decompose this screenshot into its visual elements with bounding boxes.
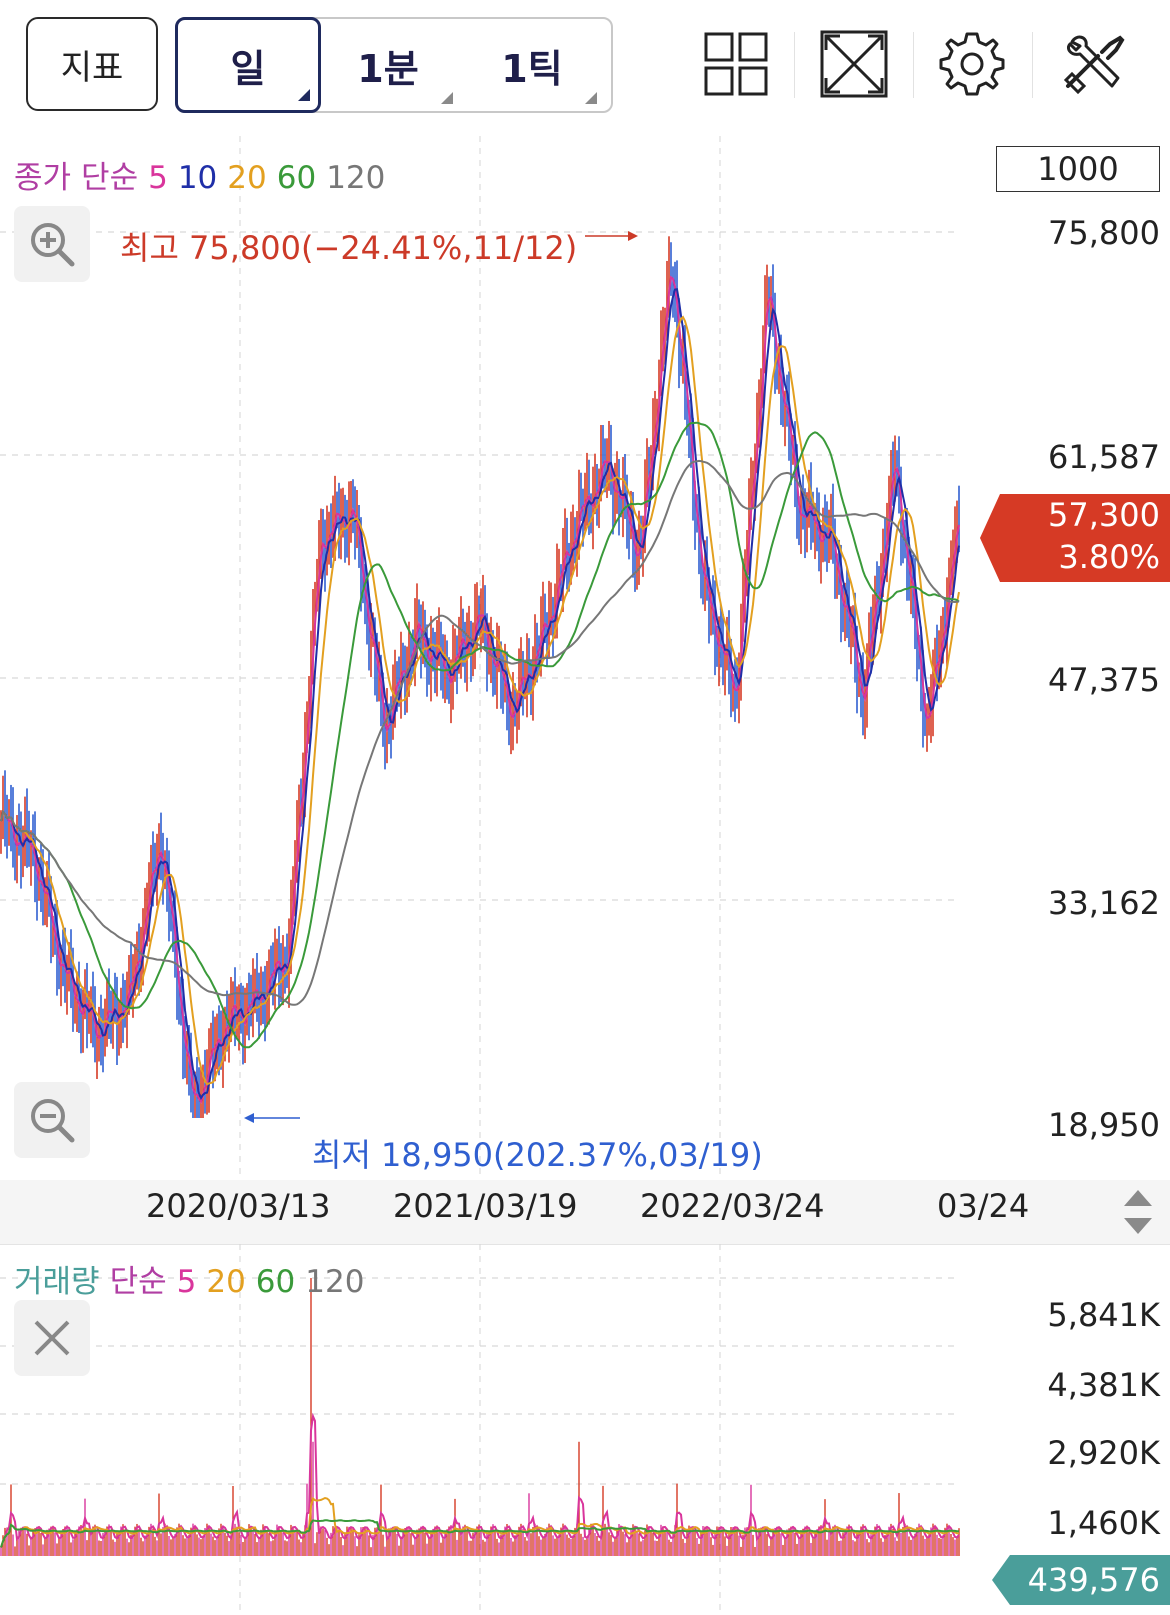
volume-axis-label: 5,841K bbox=[1047, 1296, 1160, 1334]
toolbar-divider bbox=[1032, 32, 1033, 98]
tools-icon[interactable] bbox=[1058, 28, 1130, 100]
legend-ma120: 120 bbox=[326, 160, 386, 196]
ma-line-20 bbox=[0, 315, 960, 1086]
high-low-markers bbox=[244, 231, 638, 1123]
volume-legend-ma-type: 단순 bbox=[109, 1264, 167, 1300]
chart-toolbar: 지표 일 1분 1틱 bbox=[0, 0, 1170, 136]
volume-grid bbox=[0, 1244, 960, 1614]
price-axis-label: 47,375 bbox=[1048, 661, 1160, 699]
settings-gear-icon[interactable] bbox=[936, 28, 1008, 100]
current-volume-tag: 439,576 bbox=[992, 1555, 1170, 1605]
moving-average-lines bbox=[0, 275, 960, 1105]
period-selector: 일 1분 1틱 bbox=[175, 17, 613, 113]
current-price: 57,300 bbox=[1048, 496, 1160, 534]
volume-bars bbox=[0, 1278, 960, 1556]
high-price-marker: 최고 75,800(−24.41%,11/12) bbox=[120, 229, 578, 267]
volume-ma-line-60 bbox=[0, 1519, 960, 1548]
ma-line-5 bbox=[0, 275, 960, 1105]
legend-ma5: 5 bbox=[148, 160, 168, 196]
time-axis-label: 2020/03/13 bbox=[146, 1187, 331, 1225]
legend-price-type: 종가 bbox=[14, 160, 72, 196]
period-daily-label: 일 bbox=[230, 46, 266, 91]
close-volume-button[interactable] bbox=[14, 1300, 90, 1376]
high-arrow-head bbox=[628, 231, 638, 241]
indicator-button[interactable]: 지표 bbox=[26, 17, 158, 111]
volume-legend-ma120: 120 bbox=[305, 1264, 365, 1300]
price-axis-label: 75,800 bbox=[1048, 214, 1160, 252]
volume-legend-ma60: 60 bbox=[255, 1264, 296, 1300]
period-tick-label: 1틱 bbox=[501, 46, 563, 91]
toolbar-divider bbox=[794, 32, 795, 98]
dropdown-corner-icon bbox=[585, 92, 597, 104]
legend-ma60: 60 bbox=[276, 160, 317, 196]
time-axis-label: 03/24 bbox=[937, 1187, 1030, 1225]
volume-legend-title: 거래량 bbox=[14, 1264, 100, 1300]
zoom-in-icon bbox=[31, 223, 75, 267]
layout-grid-icon[interactable] bbox=[700, 28, 772, 100]
ma-line-120 bbox=[0, 459, 960, 1006]
fullscreen-icon[interactable] bbox=[818, 28, 890, 100]
dropdown-corner-icon bbox=[298, 89, 310, 101]
price-legend: 종가 단순 5 10 20 60 120 bbox=[14, 152, 395, 197]
period-minute-button[interactable]: 1분 bbox=[315, 17, 461, 113]
volume-legend-ma5: 5 bbox=[176, 1264, 197, 1300]
volume-legend: 거래량 단순 5 20 60 120 bbox=[14, 1256, 374, 1301]
price-chart-panel[interactable] bbox=[0, 136, 1170, 1180]
current-price-tag: 57,300 3.80% bbox=[980, 494, 1170, 582]
volume-ma-line-5 bbox=[0, 1412, 960, 1548]
panel-resize-icon[interactable] bbox=[1118, 1186, 1158, 1238]
period-tick-button[interactable]: 1틱 bbox=[459, 17, 605, 113]
price-grid bbox=[0, 136, 960, 1180]
volume-axis-label: 4,381K bbox=[1047, 1366, 1160, 1404]
dropdown-corner-icon bbox=[441, 92, 453, 104]
volume-ma-lines bbox=[0, 1412, 960, 1548]
data-count-box[interactable]: 1000 bbox=[996, 146, 1160, 192]
current-change: 3.80% bbox=[1058, 538, 1160, 576]
volume-chart-canvas[interactable] bbox=[0, 1244, 1170, 1614]
low-arrow-head bbox=[244, 1113, 254, 1123]
price-axis-background bbox=[988, 136, 1170, 1180]
ma-line-60 bbox=[0, 421, 960, 1049]
volume-axis-label: 1,460K bbox=[1047, 1504, 1160, 1542]
zoom-out-icon bbox=[31, 1099, 75, 1143]
low-price-marker: 최저 18,950(202.37%,03/19) bbox=[312, 1136, 763, 1174]
time-axis[interactable] bbox=[0, 1180, 1170, 1244]
price-chart-canvas[interactable] bbox=[0, 136, 1170, 1180]
price-axis-label: 61,587 bbox=[1048, 438, 1160, 476]
time-axis-label: 2021/03/19 bbox=[393, 1187, 578, 1225]
price-axis-label: 18,950 bbox=[1048, 1106, 1160, 1144]
period-minute-label: 1분 bbox=[357, 46, 419, 91]
legend-ma-type: 단순 bbox=[81, 160, 139, 196]
toolbar-divider bbox=[913, 32, 914, 98]
zoom-out-button[interactable] bbox=[14, 1082, 90, 1158]
zoom-in-button[interactable] bbox=[14, 206, 90, 282]
period-daily-button[interactable]: 일 bbox=[175, 17, 321, 113]
volume-legend-ma20: 20 bbox=[206, 1264, 246, 1300]
legend-ma10: 10 bbox=[177, 160, 218, 196]
close-icon bbox=[34, 1320, 70, 1356]
legend-ma20: 20 bbox=[227, 160, 267, 196]
ma-line-10 bbox=[0, 288, 960, 1101]
time-axis-label: 2022/03/24 bbox=[640, 1187, 825, 1225]
volume-axis-label: 2,920K bbox=[1047, 1434, 1160, 1472]
price-axis-label: 33,162 bbox=[1048, 884, 1160, 922]
